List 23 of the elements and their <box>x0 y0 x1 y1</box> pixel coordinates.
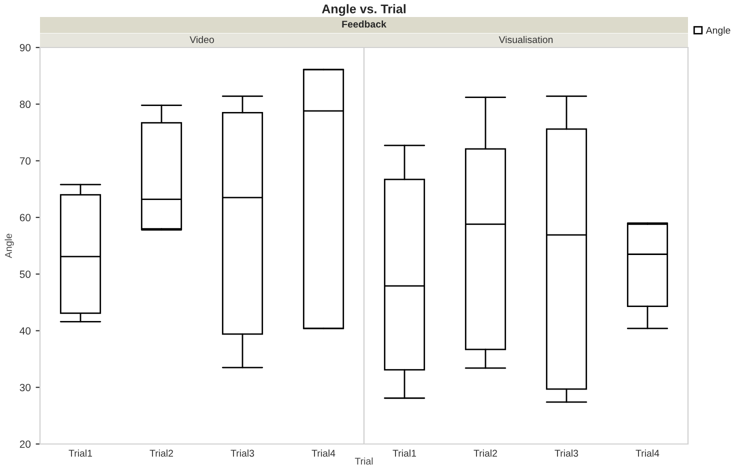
y-tick-label: 40 <box>20 327 31 335</box>
x-tick-label: Trial1 <box>392 450 416 457</box>
x-tick-label: Trial1 <box>68 450 92 457</box>
text: Feedback <box>342 20 386 28</box>
y-tick-label: 20 <box>20 440 31 448</box>
x-tick-label: Trial4 <box>636 450 660 457</box>
y-tick-label: 30 <box>20 384 31 392</box>
y-tick-label: 60 <box>20 214 31 222</box>
y-tick-label: 70 <box>20 157 31 165</box>
text: Trial <box>354 457 373 465</box>
x-tick-label: Trial4 <box>312 450 336 457</box>
x-tick-label: Trial2 <box>474 450 497 457</box>
chart-title: Visualisation <box>498 36 553 44</box>
y-tick-label: 80 <box>20 100 31 108</box>
chart-title: Video <box>190 36 214 44</box>
x-tick-label: Trial2 <box>150 450 173 457</box>
y-axis-title: Angle <box>4 234 14 258</box>
y-tick-label: 90 <box>20 44 31 52</box>
legend-label: Angle <box>706 26 730 36</box>
text: Angle vs. Trial <box>322 4 406 16</box>
x-tick-label: Trial3 <box>554 450 578 457</box>
x-tick-label: Trial3 <box>230 450 254 457</box>
y-tick-label: 50 <box>20 270 31 278</box>
